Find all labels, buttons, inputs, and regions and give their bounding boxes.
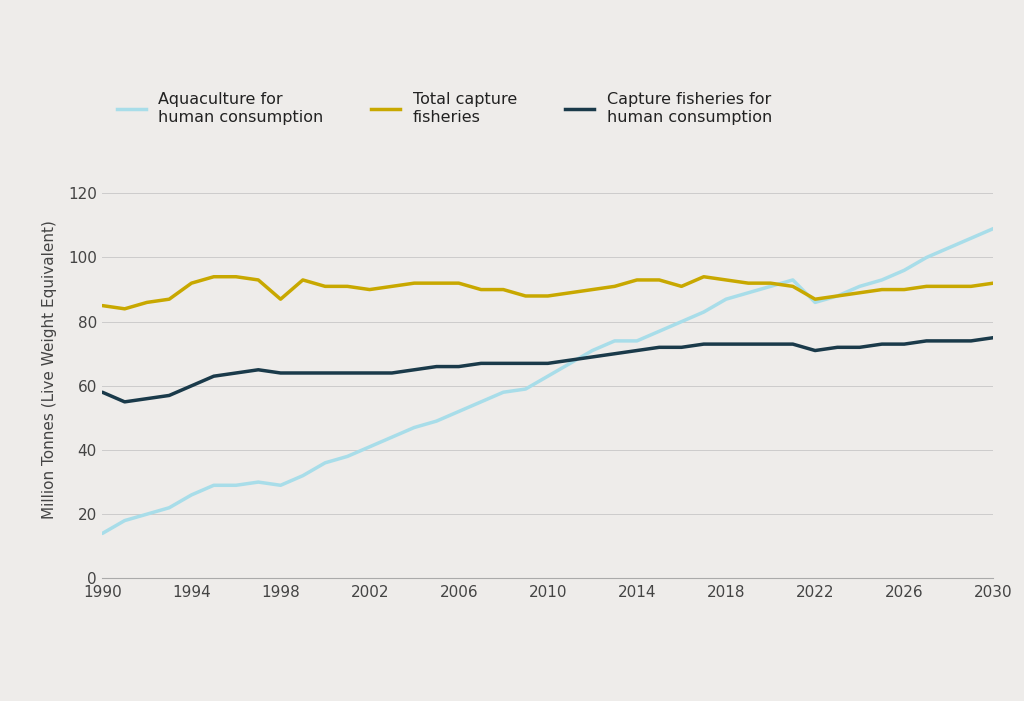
Legend: Aquaculture for
human consumption, Total capture
fisheries, Capture fisheries fo: Aquaculture for human consumption, Total… — [111, 86, 778, 131]
Y-axis label: Million Tonnes (Live Weight Equivalent): Million Tonnes (Live Weight Equivalent) — [42, 220, 57, 519]
